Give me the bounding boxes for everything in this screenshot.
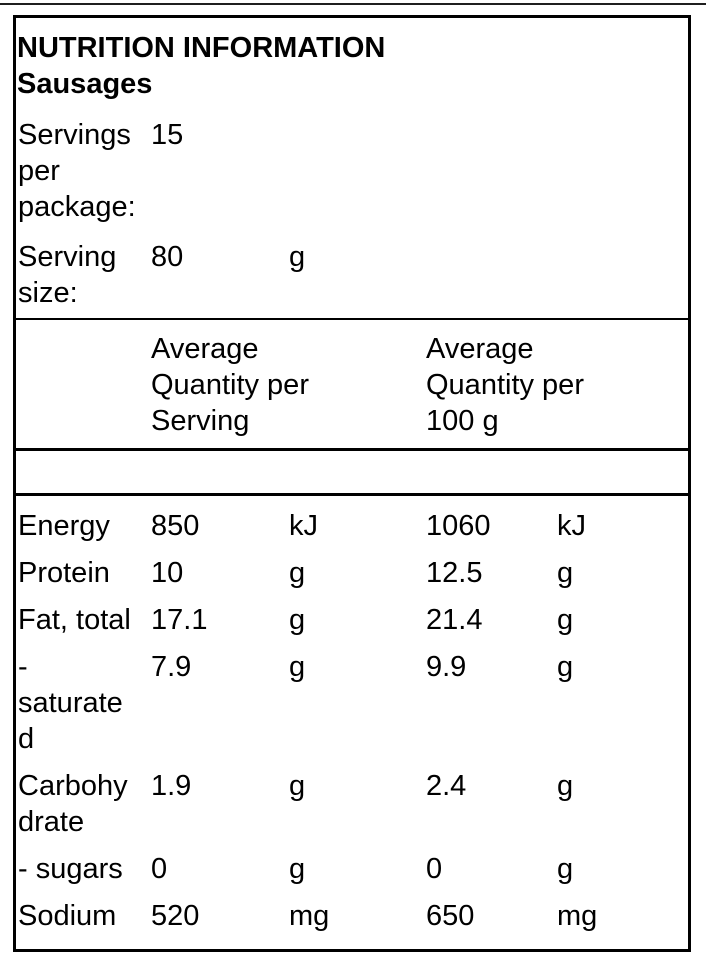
value-per-100g: 9.9 [426, 651, 467, 683]
unit-per-serving: g [289, 853, 306, 885]
value-per-100g: 650 [426, 900, 475, 932]
nutrient-label: - sugars [18, 853, 123, 885]
nutrient-row-protein: Protein 10 g 12.5 g [16, 549, 688, 596]
nutrient-row-carbohydrate: Carbohy drate 1.9 g 2.4 g [16, 762, 688, 845]
unit-per-100g: kJ [557, 510, 586, 542]
value-per-serving: 520 [151, 900, 200, 932]
unit-per-100g: mg [557, 900, 598, 932]
nutrient-label: Fat, total [18, 604, 131, 636]
serving-size-unit: g [289, 241, 306, 273]
unit-per-serving: mg [289, 900, 330, 932]
value-per-serving: 10 [151, 557, 184, 589]
value-per-serving: 850 [151, 510, 200, 542]
value-per-serving: 7.9 [151, 651, 192, 683]
unit-per-serving: g [289, 557, 306, 589]
nutrient-row-energy: Energy 850 kJ 1060 kJ [16, 496, 688, 549]
unit-per-100g: g [557, 557, 574, 589]
unit-per-serving: kJ [289, 510, 318, 542]
value-per-serving: 17.1 [151, 604, 208, 636]
column-header-per-100g: Average Quantity per 100 g [426, 333, 584, 437]
nutrient-row-saturated-fat: - saturate d 7.9 g 9.9 g [16, 643, 688, 762]
serving-size-label: Serving size: [18, 241, 117, 309]
empty-cell [424, 232, 555, 318]
empty-cell [555, 232, 688, 318]
nutrient-row-fat-total: Fat, total 17.1 g 21.4 g [16, 596, 688, 643]
nutrient-label: - saturate d [18, 651, 123, 755]
empty-cell [287, 110, 424, 232]
value-per-100g: 1060 [426, 510, 491, 542]
value-per-serving: 0 [151, 853, 168, 885]
servings-per-package-row: Servings per package: 15 [16, 110, 688, 232]
value-per-100g: 21.4 [426, 604, 483, 636]
column-header-row: Average Quantity per Serving Average Qua… [16, 320, 688, 451]
nutrient-label: Carbohy drate [18, 770, 128, 838]
servings-per-package-value: 15 [151, 119, 184, 151]
servings-per-package-label: Servings per package: [18, 119, 136, 223]
unit-per-serving: g [289, 770, 306, 802]
unit-per-100g: g [557, 770, 574, 802]
nutrient-row-sodium: Sodium 520 mg 650 mg [16, 892, 688, 949]
unit-per-100g: g [557, 651, 574, 683]
nutrient-label: Protein [18, 557, 110, 589]
serving-size-value: 80 [151, 241, 184, 273]
value-per-100g: 0 [426, 853, 443, 885]
empty-cell [16, 320, 149, 448]
serving-size-row: Serving size: 80 g [16, 232, 688, 320]
panel-title: NUTRITION INFORMATION [17, 32, 386, 64]
unit-per-100g: g [557, 604, 574, 636]
value-per-100g: 12.5 [426, 557, 483, 589]
empty-cell [424, 110, 555, 232]
panel-subtitle: Sausages [17, 68, 153, 100]
nutrient-label: Sodium [18, 900, 117, 932]
page-top-rule [0, 3, 706, 5]
unit-per-100g: g [557, 853, 574, 885]
value-per-100g: 2.4 [426, 770, 467, 802]
unit-per-serving: g [289, 651, 306, 683]
nutrient-label: Energy [18, 510, 110, 542]
nutrition-panel: NUTRITION INFORMATION Sausages Servings … [13, 15, 691, 952]
value-per-serving: 1.9 [151, 770, 192, 802]
column-header-per-serving: Average Quantity per Serving [151, 333, 309, 437]
nutrient-table-body: Energy 850 kJ 1060 kJ Protein 10 g 12.5 … [16, 496, 688, 949]
empty-cell [555, 110, 688, 232]
nutrient-row-sugars: - sugars 0 g 0 g [16, 845, 688, 892]
spacer-row [16, 451, 688, 496]
unit-per-serving: g [289, 604, 306, 636]
panel-header: NUTRITION INFORMATION Sausages [16, 18, 688, 110]
